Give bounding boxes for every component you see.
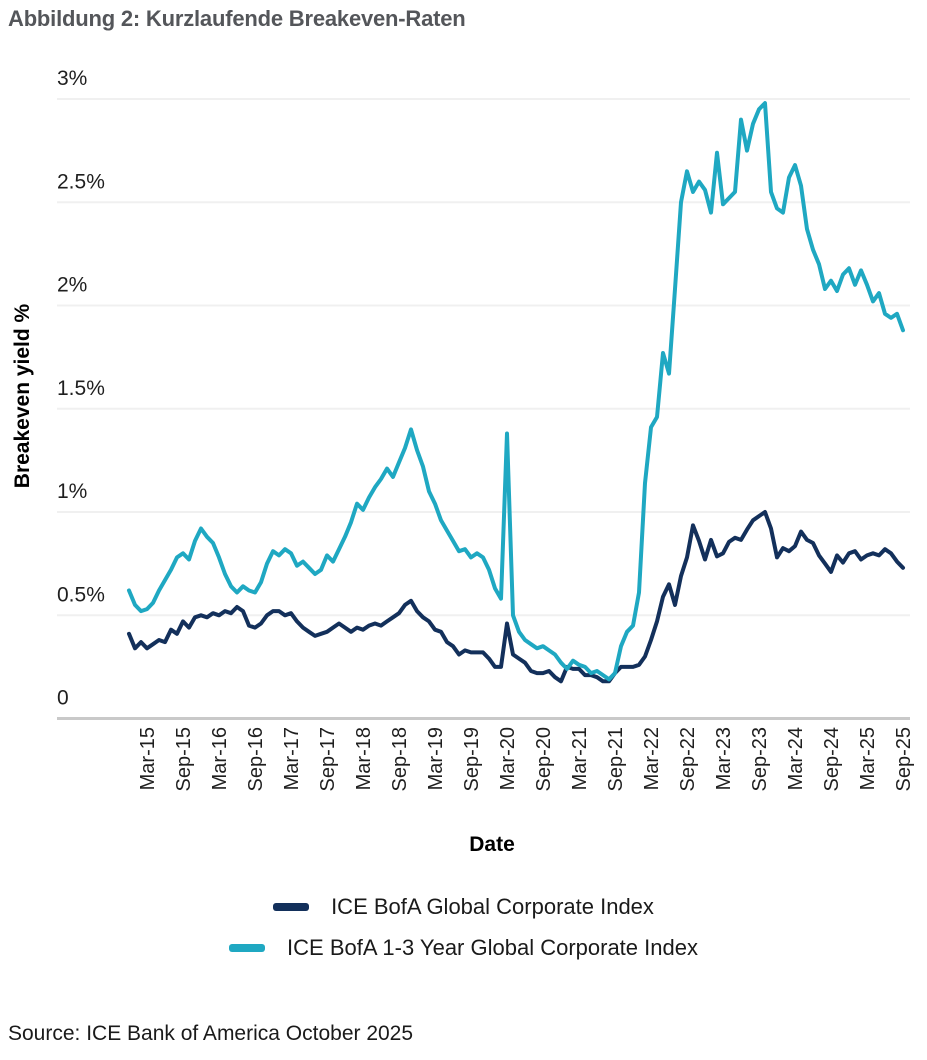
x-tick-label: Sep-17 (317, 727, 339, 792)
x-tick-label: Mar-16 (209, 727, 231, 790)
legend-swatch-teal (229, 944, 266, 952)
legend-item-1-3-year: ICE BofA 1-3 Year Global Corporate Index (229, 935, 698, 961)
y-tick-label: 0.5% (57, 583, 105, 606)
x-tick-label: Sep-24 (821, 727, 843, 792)
source-text: Source: ICE Bank of America October 2025 (8, 1022, 414, 1045)
legend-swatch-navy (273, 903, 310, 911)
x-axis-title: Date (469, 833, 515, 856)
x-tick-label: Sep-16 (245, 727, 267, 792)
legend-label: ICE BofA 1-3 Year Global Corporate Index (287, 935, 698, 960)
x-tick-label: Mar-23 (713, 727, 735, 790)
x-tick-label: Mar-15 (137, 727, 159, 790)
x-tick-label: Sep-18 (389, 727, 411, 792)
y-axis-title: Breakeven yield % (11, 303, 34, 488)
page-title: Abbildung 2: Kurzlaufende Breakeven-Rate… (8, 6, 466, 31)
x-tick-label: Sep-20 (533, 727, 555, 792)
y-tick-label: 3% (57, 67, 87, 90)
legend-item-global-corporate: ICE BofA Global Corporate Index (273, 894, 654, 920)
x-tick-label: Sep-19 (461, 727, 483, 792)
series-line-global-corporate (127, 510, 905, 684)
chart-legend: ICE BofA Global Corporate Index ICE BofA… (0, 894, 927, 961)
y-tick-label: 1.5% (57, 377, 105, 400)
series-line-1-3-year (127, 101, 905, 682)
x-tick-label: Mar-25 (857, 727, 879, 790)
x-tick-label: Mar-17 (281, 727, 303, 790)
y-tick-label: 2% (57, 274, 87, 297)
y-tick-label: 0 (57, 687, 69, 710)
x-tick-label: Sep-25 (893, 727, 915, 792)
y-tick-label: 1% (57, 480, 87, 503)
x-tick-label: Mar-24 (785, 727, 807, 790)
x-tick-label: Sep-21 (605, 727, 627, 792)
x-tick-label: Sep-15 (173, 727, 195, 792)
x-tick-label: Mar-18 (353, 727, 375, 790)
y-tick-label: 2.5% (57, 170, 105, 193)
x-tick-label: Sep-23 (749, 727, 771, 792)
x-tick-label: Mar-19 (425, 727, 447, 790)
x-tick-label: Mar-21 (569, 727, 591, 790)
breakeven-line-chart: 3% 2.5% 2% 1.5% 1% 0.5% 0 Mar-15 Sep-15 Mar-16 Sep… (11, 67, 915, 856)
x-tick-label: Mar-22 (641, 727, 663, 790)
x-tick-label: Mar-20 (497, 727, 519, 790)
legend-label: ICE BofA Global Corporate Index (331, 894, 654, 919)
x-tick-label: Sep-22 (677, 727, 699, 792)
